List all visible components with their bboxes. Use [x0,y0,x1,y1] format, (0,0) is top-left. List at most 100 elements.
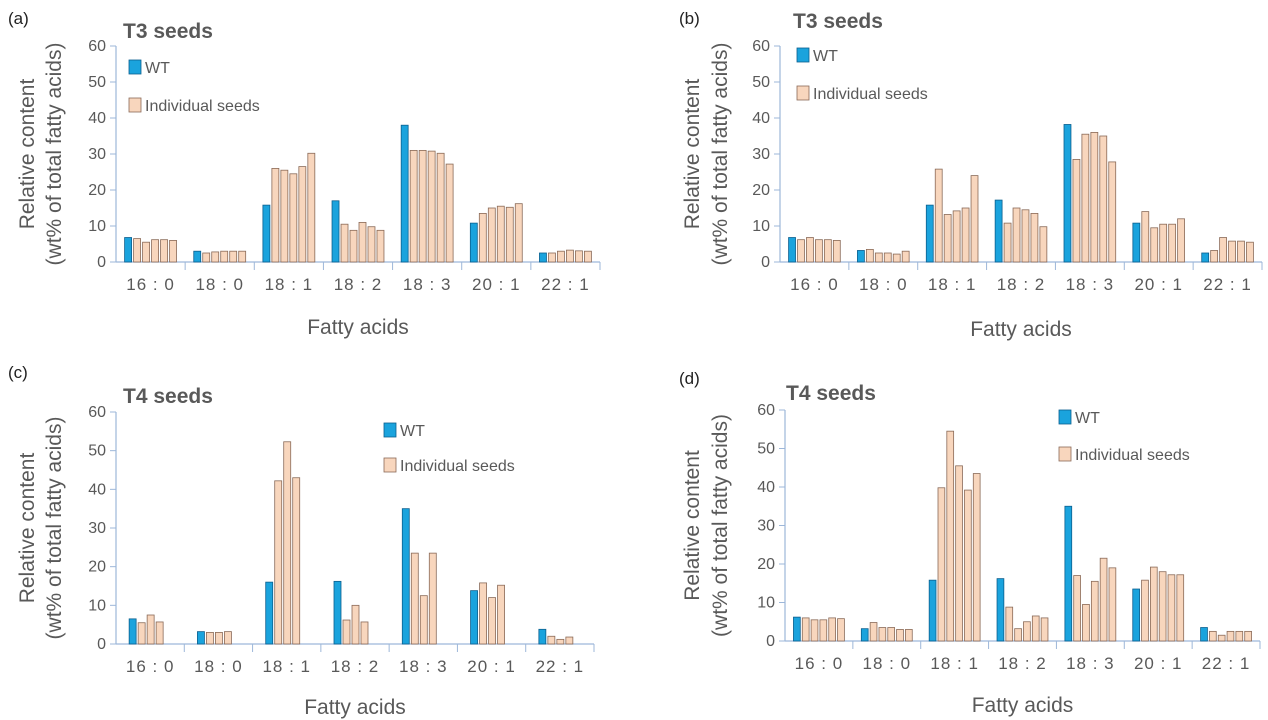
y-tick-label: 10 [757,595,775,612]
legend-swatch-individual-seeds [1059,447,1071,461]
y-tick-label: 40 [752,110,770,127]
bar-individual-seed [888,628,895,641]
legend-label-individual-seeds: Individual seeds [1075,447,1190,464]
bar-wt [263,205,270,262]
bar-individual-seed [811,620,818,641]
bar-individual-seed [1245,631,1252,641]
bar-individual-seed [870,623,877,641]
bar-individual-seed [1246,242,1253,262]
bar-individual-seed [548,636,555,644]
bar-individual-seed [1100,558,1107,641]
bar-wt [1133,589,1140,641]
bar-individual-seed [1169,224,1176,262]
bar-individual-seed [420,596,427,644]
bar-wt [929,580,936,641]
chart-title: T3 seeds [793,10,883,33]
x-axis-label: Fatty acids [307,316,409,339]
bar-individual-seed [419,150,426,262]
bar-individual-seed [956,466,963,641]
panel-letter: (c) [8,363,28,382]
y-tick-label: 0 [761,254,770,271]
bar-individual-seed [1238,241,1245,262]
y-tick-label: 0 [97,254,106,271]
bar-wt [1133,223,1140,262]
y-tick-label: 10 [88,597,106,614]
y-axis-label: (wt% of total fatty acids) [709,43,732,266]
legend-swatch-wt [1059,410,1071,424]
x-tick-label: 22 : 1 [541,275,590,294]
bar-individual-seed [1229,241,1236,262]
bar-individual-seed [143,242,150,262]
bar-individual-seed [938,488,945,641]
x-tick-label: 18 : 2 [998,654,1047,673]
legend: WT Individual seeds [797,48,928,103]
legend: WT Individual seeds [384,423,515,475]
y-tick-label: 40 [88,110,106,127]
legend-swatch-wt [129,60,141,74]
bar-individual-seed [368,227,375,262]
legend-swatch-individual-seeds [129,98,141,112]
bar-individual-seed [215,632,222,644]
bar-individual-seed [480,583,487,644]
legend-label-individual-seeds: Individual seeds [813,86,928,103]
y-tick-label: 50 [752,74,770,91]
x-tick-label: 22 : 1 [536,657,585,676]
bar-individual-seed [1013,208,1020,262]
y-tick-label: 30 [757,518,775,535]
bar-wt [266,582,273,644]
bar-individual-seed [829,618,836,641]
bar-individual-seed [964,490,971,641]
bar-wt [471,591,478,644]
bar-individual-seed [1109,162,1116,262]
bar-individual-seed [299,167,306,262]
bar-individual-seed [224,632,231,644]
y-tick-label: 60 [752,38,770,55]
legend-label-wt: WT [1075,410,1100,427]
x-tick-label: 22 : 1 [1202,654,1251,673]
bar-individual-seed [1209,631,1216,641]
bar-individual-seed [879,628,886,641]
bar-individual-seed [1015,629,1022,641]
bar-individual-seed [548,253,555,262]
bar-individual-seed [411,553,418,644]
y-tick-label: 20 [757,556,775,573]
bar-individual-seed [944,214,951,262]
bar-individual-seed [138,623,145,644]
chart-title: T4 seeds [123,385,213,408]
bar-individual-seed [838,619,845,641]
chart-panel-b: (b) T3 seeds 0 10 20 30 40 50 60 16 : 0 18 : 0 18 :… [679,9,1262,341]
x-tick-label: 16 : 0 [790,275,839,294]
bar-individual-seed [897,629,904,641]
y-tick-label: 30 [752,146,770,163]
x-tick-label: 18 : 1 [928,275,977,294]
bar-individual-seed [410,150,417,262]
bar-wt [1202,253,1209,262]
bar-individual-seed [1160,224,1167,262]
bar-individual-seed [1006,607,1013,641]
bar-wt [857,250,864,262]
legend-label-individual-seeds: Individual seeds [400,458,515,475]
y-tick-label: 60 [88,38,106,55]
y-tick-label: 60 [757,402,775,419]
bar-individual-seed [1031,213,1038,262]
legend-label-wt: WT [813,48,838,65]
bar-individual-seed [1024,622,1031,641]
bar-individual-seed [947,431,954,641]
bar-individual-seed [429,553,436,644]
bar-individual-seed [557,639,564,644]
legend-swatch-individual-seeds [797,86,809,100]
bar-individual-seed [1004,223,1011,262]
x-tick-label: 18 : 3 [1066,275,1115,294]
legend-swatch-wt [797,48,809,62]
y-axis-label: Relative content [16,453,39,604]
y-tick-label: 0 [766,633,775,650]
bar-individual-seed [1073,159,1080,262]
bar-individual-seed [798,240,805,262]
x-tick-label: 20 : 1 [1134,275,1183,294]
bar-individual-seed [557,251,564,262]
bar-individual-seed [1091,132,1098,262]
bar-individual-seed [833,240,840,262]
bar-individual-seed [293,478,300,644]
bar-individual-seed [1022,210,1029,262]
